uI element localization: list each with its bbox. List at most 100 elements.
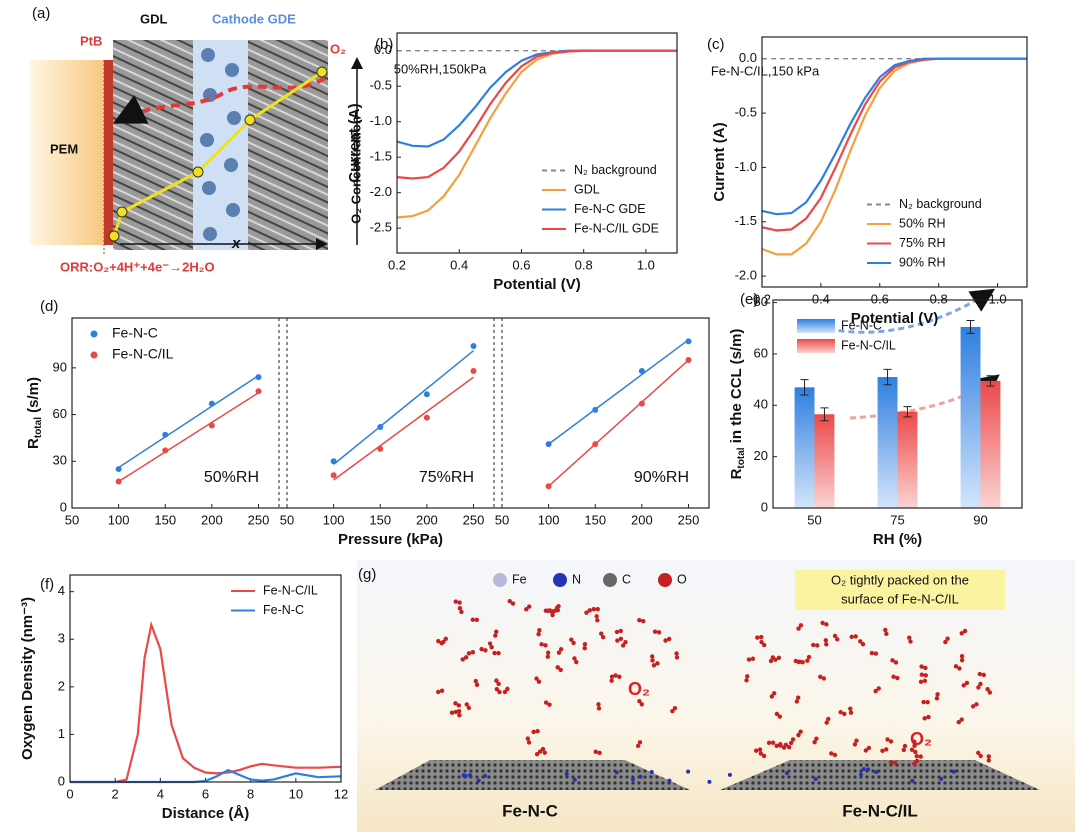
o2-atom (526, 604, 532, 609)
o2-atom (923, 665, 928, 671)
o2-atom (639, 702, 645, 707)
fit-line (548, 339, 689, 445)
o2-atom (618, 628, 623, 634)
o2-atom (909, 747, 915, 752)
n-atom (483, 773, 488, 778)
data-point (592, 441, 599, 448)
n-atom (866, 767, 871, 772)
data-point (470, 367, 477, 374)
o2-atom (811, 642, 816, 648)
error-bar (966, 320, 975, 334)
o2-atom (609, 674, 615, 679)
x-tick-label: 0.4 (450, 257, 468, 272)
x-tick-label: 50 (807, 512, 821, 527)
o2-path (112, 76, 327, 124)
o2-atom (526, 740, 532, 745)
o2-atom (510, 601, 516, 606)
gdl-layer (113, 40, 193, 250)
o2-atom (901, 747, 907, 753)
o2-atom (537, 749, 543, 754)
o2-atom (571, 640, 576, 646)
reaction-label: ORR:O₂+4H⁺+4e⁻→2H₂O (60, 259, 215, 274)
error-bar (986, 375, 995, 387)
o2-atom (945, 636, 950, 641)
o2-atom (818, 674, 823, 679)
o2-atom (536, 631, 541, 637)
o2-atom (962, 628, 968, 634)
y-axis-label: Current (A) (346, 103, 363, 182)
o2-atom (956, 720, 961, 725)
x-axis-label: Distance (Å) (162, 805, 250, 822)
o2-atom (824, 720, 829, 725)
o2-atom (457, 712, 462, 718)
o2-atom (466, 705, 472, 711)
o2-atom (652, 629, 658, 634)
ptb-label: PtB (80, 33, 102, 48)
o2-atom (912, 739, 917, 744)
catalyst-particles (200, 48, 241, 241)
data-point (592, 406, 599, 413)
o2-atom (569, 637, 574, 642)
o2-atom (618, 636, 624, 642)
y-tick-label: 0 (58, 773, 65, 788)
n-atom (910, 778, 915, 783)
fit-line (118, 374, 259, 469)
o2-atom (439, 688, 445, 693)
n-atom (951, 769, 956, 774)
o2-atom (524, 607, 529, 612)
n-atom (784, 771, 789, 776)
o2-atom (620, 643, 626, 648)
y-tick-label: -1.0 (735, 159, 757, 174)
x-tick-label: 10 (289, 786, 303, 801)
o2-atom (978, 753, 983, 759)
o2-atom (786, 745, 792, 750)
data-point (377, 424, 384, 431)
data-point (115, 466, 122, 473)
o2-atom (863, 748, 869, 753)
o2-atom (436, 638, 441, 644)
o2-atom (597, 750, 602, 756)
ptb-layer (104, 60, 113, 245)
o2-atom (985, 686, 990, 692)
o2-atom (783, 742, 789, 748)
cathode-label: Cathode GDE (212, 11, 296, 26)
error-bar (800, 379, 809, 396)
o2-atom (880, 748, 885, 754)
o2-atom (919, 664, 924, 669)
o2-atom (884, 631, 889, 637)
n-atom (667, 778, 672, 783)
o2-atom (776, 655, 782, 660)
n-atom (476, 778, 481, 783)
atom-key (603, 573, 617, 587)
cathode-layer (193, 40, 248, 250)
o2-atom (774, 711, 780, 717)
o2-atom (744, 678, 749, 683)
n-atom (572, 777, 577, 782)
o2-atom (774, 743, 779, 749)
atom-key (493, 573, 507, 587)
o2-atom (798, 623, 804, 628)
y-tick-label: -2.0 (370, 184, 392, 199)
o2-atom (449, 710, 455, 715)
o2-atom (913, 749, 918, 755)
x-tick-label: 2 (112, 786, 119, 801)
x-tick-label: 200 (201, 512, 223, 527)
o2-atom (757, 747, 763, 752)
o2-atom (798, 729, 803, 734)
o2-atom (912, 743, 917, 748)
x-tick-label: 0 (66, 786, 73, 801)
axis-label: O₂ Concentration (348, 116, 363, 224)
plot-frame (69, 574, 342, 783)
o2-atom (961, 683, 966, 688)
atom-key (553, 573, 567, 587)
o2-atom (487, 641, 493, 646)
o2-atom (534, 751, 540, 757)
panel-condition: 90%RH (634, 469, 689, 486)
o2-atom (854, 738, 859, 743)
series-line (70, 621, 342, 784)
o2-atom (832, 633, 838, 639)
x-tick-label: 1.0 (637, 257, 655, 272)
data-point (545, 483, 552, 490)
o2-atom (860, 641, 866, 647)
y-axis-label-sub: total (33, 417, 44, 438)
